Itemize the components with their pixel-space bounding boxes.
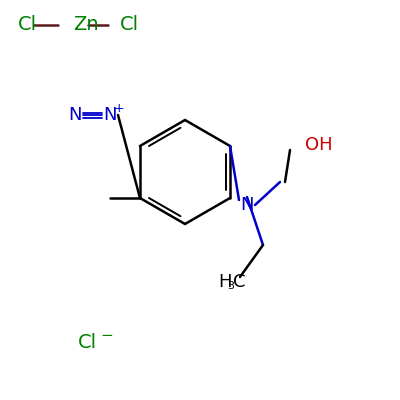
Text: Zn: Zn xyxy=(73,16,99,34)
Text: Cl: Cl xyxy=(78,332,97,352)
Text: N: N xyxy=(103,106,117,124)
Text: OH: OH xyxy=(305,136,333,154)
Text: C: C xyxy=(233,273,246,291)
Text: N: N xyxy=(240,196,254,214)
Text: −: − xyxy=(100,328,113,344)
Text: Cl: Cl xyxy=(18,16,37,34)
Text: N: N xyxy=(68,106,82,124)
Text: H: H xyxy=(218,273,232,291)
Text: Cl: Cl xyxy=(120,16,139,34)
Text: 3: 3 xyxy=(227,281,234,291)
Text: +: + xyxy=(114,102,124,114)
